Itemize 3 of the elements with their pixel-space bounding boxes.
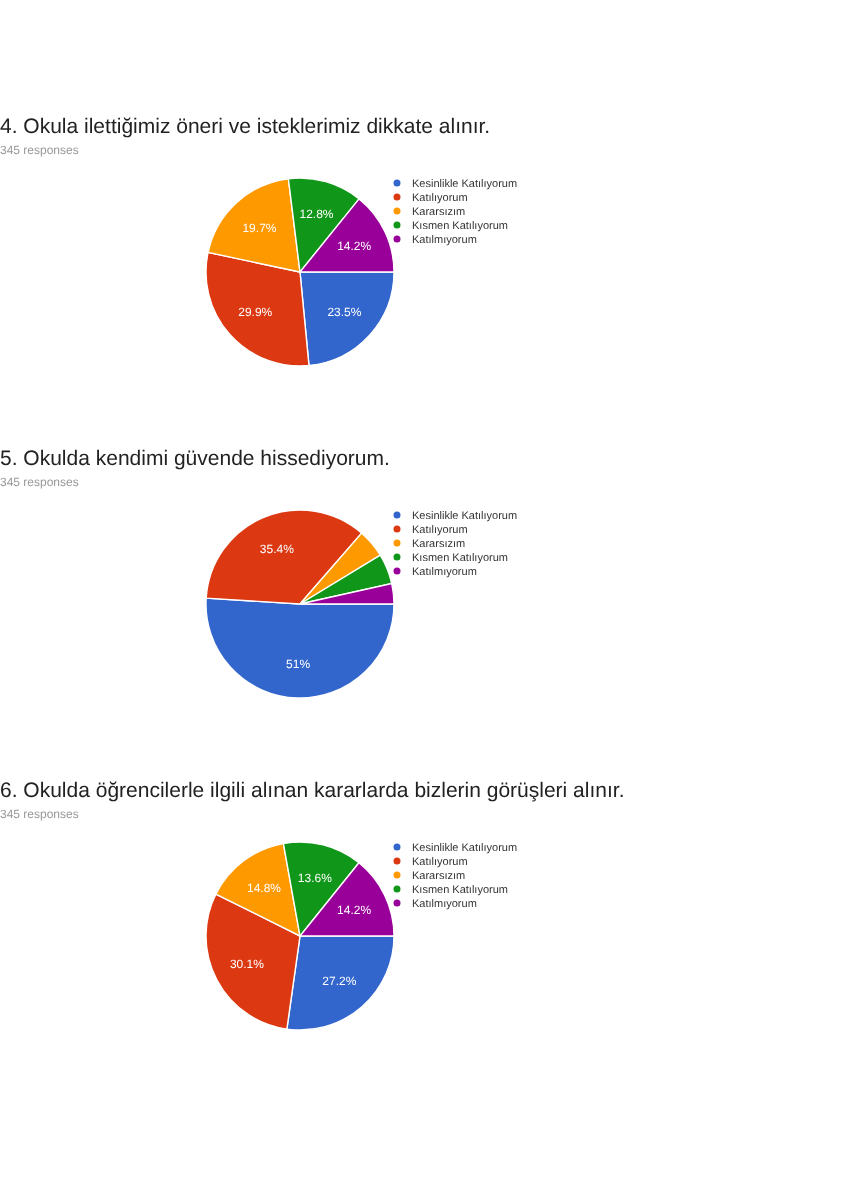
chart-title: 6. Okulda öğrencilerle ilgili alınan kararlarda bizlerin görüşleri alınır.	[0, 779, 625, 803]
chart-title: 5. Okulda kendimi güvende hissediyorum.	[0, 447, 390, 471]
chart-title: 4. Okula ilettiğimiz öneri ve isteklerimiz dikkate alınır.	[0, 115, 491, 139]
